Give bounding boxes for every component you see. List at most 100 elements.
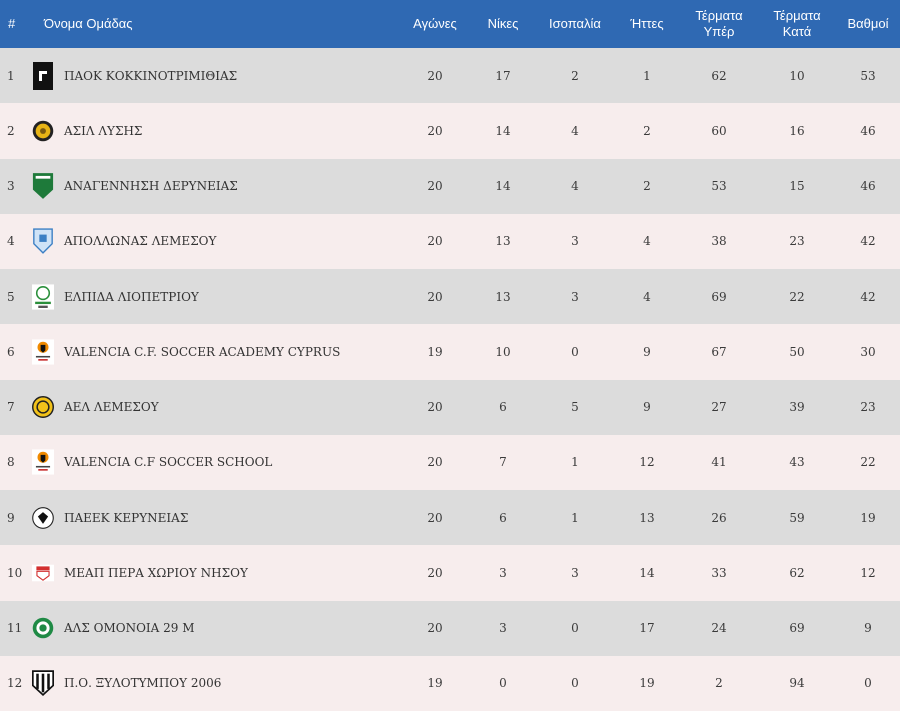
- goals-against-cell: 15: [789, 179, 805, 194]
- team-cell: VALENCIA C.F SOCCER SCHOOL: [30, 435, 400, 490]
- team-name-link[interactable]: ΑΠΟΛΛΩΝΑΣ ΛΕΜΕΣΟΥ: [64, 234, 217, 249]
- col-header-team[interactable]: Όνομα Ομάδας: [44, 16, 133, 31]
- team-cell: ΕΛΠΙΔΑ ΛΙΟΠΕΤΡΙΟΥ: [30, 269, 400, 324]
- points-cell: 19: [860, 510, 876, 525]
- points-cell: 53: [860, 68, 876, 83]
- meap-logo: [32, 558, 54, 588]
- draws-cell: 3: [571, 234, 579, 249]
- col-header-goals-for[interactable]: Τέρματα Υπέρ: [680, 0, 758, 48]
- losses-cell: 9: [643, 344, 651, 359]
- played-cell: 20: [427, 179, 443, 194]
- table-row: 2 ΑΣΙΛ ΛΥΣΗΣ 20 14 4 2 60 16 46: [0, 103, 900, 159]
- table-row: 6 VALENCIA C.F. SOCCER ACADEMY CYPRUS 19…: [0, 324, 900, 380]
- team-cell: ΠΑΟΚ ΚΟΚΚΙΝΟΤΡΙΜΙΘΙΑΣ: [30, 48, 400, 103]
- team-name-link[interactable]: ΕΛΠΙΔΑ ΛΙΟΠΕΤΡΙΟΥ: [64, 289, 199, 304]
- draws-cell: 3: [571, 565, 579, 580]
- draws-cell: 0: [571, 621, 579, 636]
- goals-against-cell: 23: [789, 234, 805, 249]
- rank-cell: 3: [7, 179, 15, 194]
- played-cell: 20: [427, 123, 443, 138]
- team-name-link[interactable]: VALENCIA C.F. SOCCER ACADEMY CYPRUS: [64, 344, 341, 359]
- draws-cell: 0: [571, 676, 579, 691]
- team-name-link[interactable]: ΠΑΕΕΚ ΚΕΡΥΝΕΙΑΣ: [64, 510, 189, 525]
- team-name-link[interactable]: ΑΛΣ ΟΜΟΝΟΙΑ 29 Μ: [64, 621, 195, 636]
- wins-cell: 14: [495, 179, 511, 194]
- table-row: 3 ΑΝΑΓΕΝΝΗΣΗ ΔΕΡΥΝΕΙΑΣ 20 14 4 2 53 15 4…: [0, 158, 900, 214]
- played-cell: 20: [427, 621, 443, 636]
- rank-cell: 7: [7, 400, 15, 415]
- points-cell: 23: [860, 400, 876, 415]
- col-header-goals-against[interactable]: Τέρματα Κατά: [758, 0, 836, 48]
- wins-cell: 17: [495, 68, 511, 83]
- goals-against-cell: 50: [789, 344, 805, 359]
- draws-cell: 5: [571, 400, 579, 415]
- goals-for-cell: 60: [711, 123, 727, 138]
- team-name-link[interactable]: ΑΣΙΛ ΛΥΣΗΣ: [64, 123, 143, 138]
- col-header-played[interactable]: Αγώνες: [413, 16, 457, 31]
- rank-cell: 12: [7, 676, 23, 691]
- draws-cell: 4: [571, 123, 579, 138]
- losses-cell: 9: [643, 400, 651, 415]
- wins-cell: 6: [499, 400, 507, 415]
- played-cell: 19: [427, 676, 443, 691]
- paok-logo: [32, 61, 54, 91]
- goals-against-cell: 43: [789, 455, 805, 470]
- goals-for-cell: 67: [711, 344, 727, 359]
- goals-for-line2: Υπέρ: [703, 24, 735, 39]
- col-header-rank[interactable]: #: [8, 16, 16, 31]
- wins-cell: 3: [499, 621, 507, 636]
- losses-cell: 1: [643, 68, 651, 83]
- team-name-link[interactable]: ΑΕΛ ΛΕΜΕΣΟΥ: [64, 400, 159, 415]
- rank-cell: 11: [7, 621, 23, 636]
- losses-cell: 14: [639, 565, 655, 580]
- draws-cell: 0: [571, 344, 579, 359]
- losses-cell: 17: [639, 621, 655, 636]
- table-row: 1 ΠΑΟΚ ΚΟΚΚΙΝΟΤΡΙΜΙΘΙΑΣ 20 17 2 1 62 10 …: [0, 48, 900, 104]
- goals-for-cell: 33: [711, 565, 727, 580]
- played-cell: 20: [427, 234, 443, 249]
- rank-cell: 9: [7, 510, 15, 525]
- goals-against-line2: Κατά: [782, 24, 812, 39]
- team-name-link[interactable]: VALENCIA C.F SOCCER SCHOOL: [64, 455, 273, 470]
- team-name-link[interactable]: ΠΑΟΚ ΚΟΚΚΙΝΟΤΡΙΜΙΘΙΑΣ: [64, 68, 238, 83]
- col-header-points[interactable]: Βαθμοί: [847, 16, 889, 31]
- losses-cell: 2: [643, 123, 651, 138]
- valencia-school-logo: [32, 447, 54, 477]
- played-cell: 20: [427, 68, 443, 83]
- losses-cell: 4: [643, 234, 651, 249]
- draws-cell: 2: [571, 68, 579, 83]
- team-cell: ΑΝΑΓΕΝΝΗΣΗ ΔΕΡΥΝΕΙΑΣ: [30, 159, 400, 214]
- goals-for-cell: 26: [711, 510, 727, 525]
- played-cell: 20: [427, 565, 443, 580]
- points-cell: 42: [860, 234, 876, 249]
- col-header-draws[interactable]: Ισοπαλία: [549, 16, 601, 31]
- goals-against-cell: 59: [789, 510, 805, 525]
- draws-cell: 4: [571, 179, 579, 194]
- table-header-row: # Όνομα Ομάδας Αγώνες Νίκες Ισοπαλία Ήττ…: [0, 0, 900, 48]
- draws-cell: 1: [571, 455, 579, 470]
- points-cell: 0: [864, 676, 872, 691]
- team-name-link[interactable]: Π.Ο. ΞΥΛΟΤΥΜΠΟΥ 2006: [64, 676, 222, 691]
- team-name-link[interactable]: ΜΕΑΠ ΠΕΡΑ ΧΩΡΙΟΥ ΝΗΣΟΥ: [64, 565, 248, 580]
- wins-cell: 13: [495, 234, 511, 249]
- team-cell: ΑΠΟΛΛΩΝΑΣ ΛΕΜΕΣΟΥ: [30, 214, 400, 269]
- team-cell: ΑΕΛ ΛΕΜΕΣΟΥ: [30, 380, 400, 435]
- goals-against-cell: 69: [789, 621, 805, 636]
- points-cell: 22: [860, 455, 876, 470]
- points-cell: 46: [860, 123, 876, 138]
- table-row: 11 ΑΛΣ ΟΜΟΝΟΙΑ 29 Μ 20 3 0 17 24 69 9: [0, 600, 900, 656]
- team-name-link[interactable]: ΑΝΑΓΕΝΝΗΣΗ ΔΕΡΥΝΕΙΑΣ: [64, 179, 238, 194]
- goals-against-line1: Τέρματα: [773, 8, 821, 23]
- wins-cell: 6: [499, 510, 507, 525]
- played-cell: 20: [427, 400, 443, 415]
- draws-cell: 3: [571, 289, 579, 304]
- losses-cell: 4: [643, 289, 651, 304]
- team-cell: ΜΕΑΠ ΠΕΡΑ ΧΩΡΙΟΥ ΝΗΣΟΥ: [30, 545, 400, 600]
- col-header-wins[interactable]: Νίκες: [487, 16, 519, 31]
- omonoia-logo: [32, 613, 54, 643]
- points-cell: 9: [864, 621, 872, 636]
- goals-for-cell: 27: [711, 400, 727, 415]
- goals-against-cell: 10: [789, 68, 805, 83]
- col-header-losses[interactable]: Ήττες: [630, 16, 664, 31]
- table-row: 8 VALENCIA C.F SOCCER SCHOOL 20 7 1 12 4…: [0, 434, 900, 490]
